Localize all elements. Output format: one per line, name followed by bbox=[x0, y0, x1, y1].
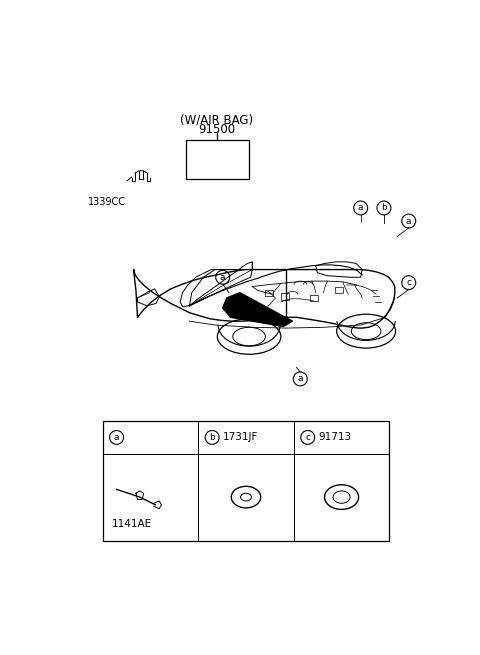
Bar bbox=[335, 286, 343, 293]
Text: 1731JF: 1731JF bbox=[223, 432, 258, 442]
Text: a: a bbox=[220, 272, 226, 282]
Text: 91500: 91500 bbox=[198, 122, 236, 136]
Text: 1339CC: 1339CC bbox=[88, 197, 126, 207]
Text: (W/AIR BAG): (W/AIR BAG) bbox=[180, 113, 253, 126]
Text: a: a bbox=[358, 204, 363, 212]
Text: b: b bbox=[381, 204, 387, 212]
Polygon shape bbox=[223, 293, 292, 327]
Text: a: a bbox=[298, 375, 303, 383]
Text: a: a bbox=[114, 433, 120, 442]
Bar bbox=[186, 140, 249, 179]
Text: c: c bbox=[406, 278, 411, 287]
Bar bbox=[281, 293, 288, 299]
Text: c: c bbox=[305, 433, 310, 442]
Bar bbox=[265, 290, 273, 296]
Text: 91713: 91713 bbox=[319, 432, 352, 442]
Text: a: a bbox=[406, 217, 411, 225]
Text: 1141AE: 1141AE bbox=[112, 519, 152, 529]
Bar bbox=[311, 295, 318, 301]
Text: b: b bbox=[209, 433, 215, 442]
Bar bbox=[103, 421, 389, 540]
